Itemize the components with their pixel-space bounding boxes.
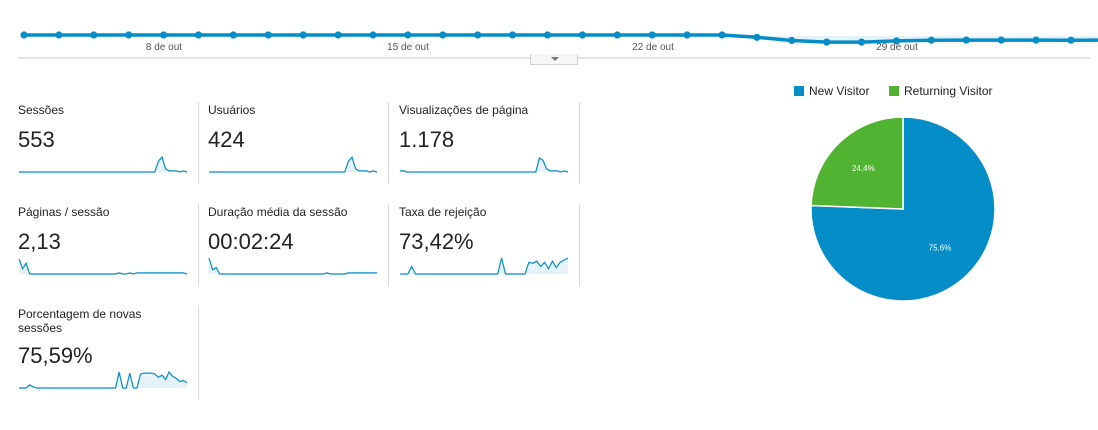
trend-point[interactable]	[927, 36, 936, 44]
metric-label: Porcentagem de novas sessões	[18, 307, 142, 335]
chevron-down-icon	[551, 57, 559, 61]
metric-value: 73,42%	[399, 229, 474, 254]
legend-item-new-visitor[interactable]: New Visitor	[794, 84, 869, 98]
trend-point[interactable]	[55, 31, 63, 39]
legend-swatch	[889, 86, 899, 96]
legend-item-returning-visitor[interactable]: Returning Visitor	[889, 84, 993, 98]
metric-card-bounce-rate[interactable]: Taxa de rejeição 73,42%	[399, 204, 580, 286]
trend-point[interactable]	[753, 33, 761, 41]
metric-value: 424	[208, 127, 245, 152]
x-axis-tick-label: 15 de out	[387, 42, 429, 53]
sessions-trend-chart: 8 de out 15 de out 22 de out 29 de out	[18, 31, 1098, 59]
trend-point[interactable]	[194, 31, 203, 39]
trend-point[interactable]	[369, 31, 377, 39]
trend-point[interactable]	[264, 31, 272, 39]
trend-point[interactable]	[125, 31, 133, 39]
collapse-chart-button[interactable]	[530, 54, 578, 65]
trend-point[interactable]	[160, 31, 168, 39]
sparkline-line	[400, 257, 569, 275]
trend-point[interactable]	[439, 31, 447, 39]
sparkline-area	[209, 157, 377, 172]
sparkline-line	[19, 370, 188, 389]
trend-point[interactable]	[334, 31, 342, 39]
sparkline-area	[19, 157, 187, 172]
sparkline-area	[19, 259, 187, 274]
metric-card-pageviews[interactable]: Visualizações de página 1.178	[399, 102, 580, 184]
pie-slice-label: 24,4%	[852, 164, 875, 173]
trend-point[interactable]	[858, 38, 866, 46]
trend-point[interactable]	[718, 31, 726, 39]
trend-point[interactable]	[648, 31, 656, 39]
pie-slice-label: 75,6%	[929, 243, 952, 252]
metric-value: 00:02:24	[208, 229, 294, 254]
metric-label: Duração média da sessão	[208, 205, 348, 219]
trend-point[interactable]	[997, 36, 1005, 44]
x-axis-tick-label: 22 de out	[632, 42, 674, 53]
metric-label: Usuários	[208, 103, 256, 117]
trend-point[interactable]	[20, 31, 28, 39]
metric-sparkline	[400, 257, 569, 275]
trend-point[interactable]	[823, 38, 831, 46]
metric-value: 553	[18, 127, 55, 152]
trend-point[interactable]	[90, 31, 98, 39]
trend-point[interactable]	[229, 31, 237, 39]
sparkline-line	[209, 155, 378, 173]
trend-point[interactable]	[962, 36, 970, 44]
metric-card-pages-per-session[interactable]: Páginas / sessão 2,13	[18, 204, 199, 286]
metric-sparkline	[18, 258, 188, 275]
metric-value: 1.178	[399, 127, 455, 152]
sparkline-area	[19, 372, 187, 388]
sparkline-line	[400, 157, 569, 173]
metric-label: Sessões	[18, 103, 65, 117]
metric-card-new-sessions-pct[interactable]: Porcentagem de novas sessões 75,59%	[18, 306, 199, 400]
trend-point[interactable]	[1067, 36, 1075, 44]
metric-sparkline	[400, 157, 569, 173]
trend-point[interactable]	[474, 31, 482, 39]
metric-card-avg-session-duration[interactable]: Duração média da sessão 00:02:24	[208, 204, 389, 286]
metric-sparkline	[209, 155, 378, 173]
metric-label: Páginas / sessão	[18, 205, 110, 219]
trend-point[interactable]	[299, 31, 307, 39]
trend-point[interactable]	[508, 31, 517, 39]
metric-sparkline	[208, 257, 377, 275]
trend-point[interactable]	[892, 37, 901, 45]
x-axis-tick-label: 8 de out	[146, 42, 182, 53]
trend-point[interactable]	[1032, 36, 1040, 44]
trend-point[interactable]	[404, 31, 412, 39]
x-axis-tick-label: 29 de out	[876, 42, 918, 53]
sparkline-area	[209, 258, 377, 274]
legend-label: Returning Visitor	[904, 84, 993, 98]
trend-point[interactable]	[578, 31, 587, 39]
legend-label: New Visitor	[809, 84, 870, 98]
pie-slice-returning-visitor[interactable]	[810, 116, 904, 210]
sparkline-area	[400, 258, 568, 274]
sparkline-line	[208, 257, 377, 275]
metric-card-sessions[interactable]: Sessões 553	[18, 102, 199, 184]
metric-sparkline	[19, 155, 188, 173]
sparkline-line	[18, 258, 188, 275]
trend-point[interactable]	[613, 31, 621, 39]
metric-sparkline	[19, 370, 188, 389]
trend-point[interactable]	[543, 31, 552, 39]
trend-point[interactable]	[683, 31, 691, 39]
legend-swatch	[794, 86, 804, 96]
metric-label: Taxa de rejeição	[399, 205, 487, 219]
metric-label: Visualizações de página	[399, 103, 529, 117]
trend-point[interactable]	[788, 36, 796, 45]
metric-value: 75,59%	[18, 343, 93, 368]
metric-card-users[interactable]: Usuários 424	[208, 102, 389, 184]
sparkline-line	[19, 155, 188, 173]
metric-value: 2,13	[18, 229, 61, 254]
visitor-type-pie-chart: 75,6% 24,4%	[810, 116, 996, 302]
